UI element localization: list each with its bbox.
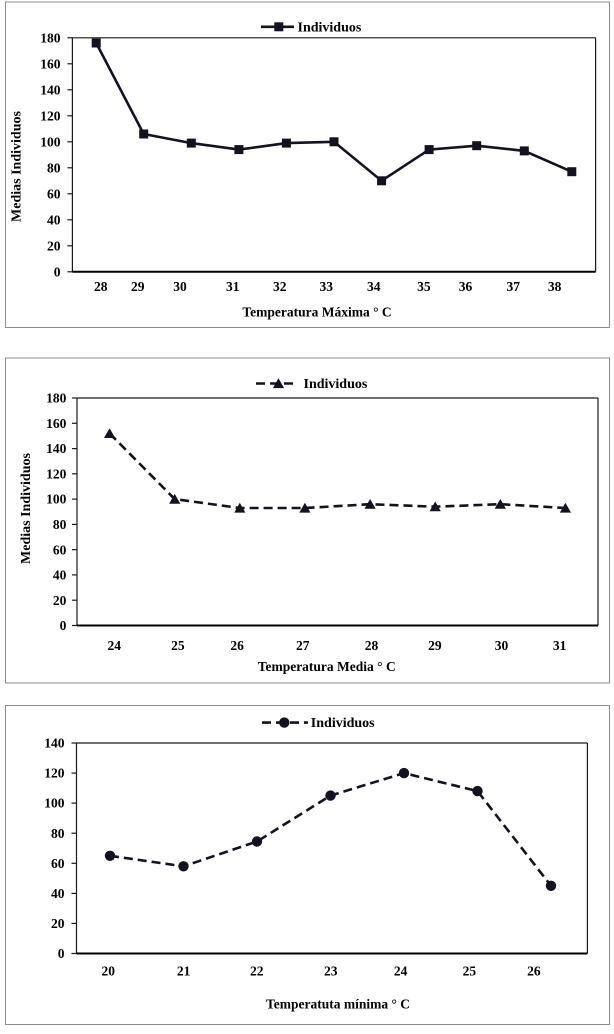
svg-text:24: 24 [394,964,408,979]
svg-text:24: 24 [108,638,122,653]
svg-text:22: 22 [250,964,264,979]
svg-text:60: 60 [47,186,61,201]
svg-text:40: 40 [53,568,67,583]
svg-text:30: 30 [495,638,509,653]
svg-text:120: 120 [46,466,67,481]
svg-text:36: 36 [459,279,473,294]
svg-text:20: 20 [51,916,65,931]
svg-text:140: 140 [46,441,67,456]
svg-text:35: 35 [417,279,431,294]
svg-text:37: 37 [506,279,520,294]
svg-text:28: 28 [94,279,108,294]
svg-text:23: 23 [324,964,338,979]
svg-text:140: 140 [44,736,65,751]
svg-text:80: 80 [51,826,65,841]
svg-text:30: 30 [173,279,187,294]
svg-text:120: 120 [44,766,65,781]
svg-text:38: 38 [548,279,562,294]
svg-text:100: 100 [44,796,65,811]
svg-text:32: 32 [273,279,287,294]
svg-text:0: 0 [60,618,67,633]
svg-text:Individuos: Individuos [304,377,368,392]
svg-text:140: 140 [40,82,61,97]
svg-text:100: 100 [40,134,61,149]
svg-text:20: 20 [102,964,116,979]
svg-text:Temperatuta mínima ° C: Temperatuta mínima ° C [266,997,410,1012]
svg-text:Individuos: Individuos [311,716,375,731]
svg-text:28: 28 [365,638,379,653]
svg-text:20: 20 [53,593,67,608]
svg-text:120: 120 [40,108,61,123]
svg-text:0: 0 [54,264,61,279]
svg-text:26: 26 [527,964,541,979]
svg-text:31: 31 [226,279,240,294]
svg-text:80: 80 [47,160,61,175]
svg-text:100: 100 [46,492,67,507]
svg-text:160: 160 [46,416,67,431]
svg-text:Medias Individuos: Medias Individuos [19,453,34,564]
svg-text:160: 160 [40,56,61,71]
svg-text:40: 40 [51,886,65,901]
svg-text:25: 25 [171,638,185,653]
svg-text:0: 0 [58,946,65,961]
svg-text:40: 40 [47,212,61,227]
svg-text:34: 34 [367,279,381,294]
svg-text:29: 29 [428,638,442,653]
svg-text:26: 26 [230,638,244,653]
svg-text:27: 27 [296,638,310,653]
svg-text:180: 180 [46,391,67,406]
svg-text:180: 180 [40,30,61,45]
svg-text:20: 20 [47,238,61,253]
svg-text:21: 21 [177,964,191,979]
svg-text:Temperatura Media ° C: Temperatura Media ° C [258,659,396,674]
svg-text:29: 29 [131,279,145,294]
svg-text:60: 60 [53,542,67,557]
svg-text:31: 31 [553,638,567,653]
svg-text:Individuos: Individuos [298,21,362,36]
svg-text:80: 80 [53,517,67,532]
svg-text:Medias Individuos: Medias Individuos [9,111,24,222]
svg-text:60: 60 [51,856,65,871]
svg-text:33: 33 [319,279,333,294]
svg-text:Temperatura Máxima ° C: Temperatura Máxima ° C [242,305,391,320]
svg-text:25: 25 [463,964,477,979]
